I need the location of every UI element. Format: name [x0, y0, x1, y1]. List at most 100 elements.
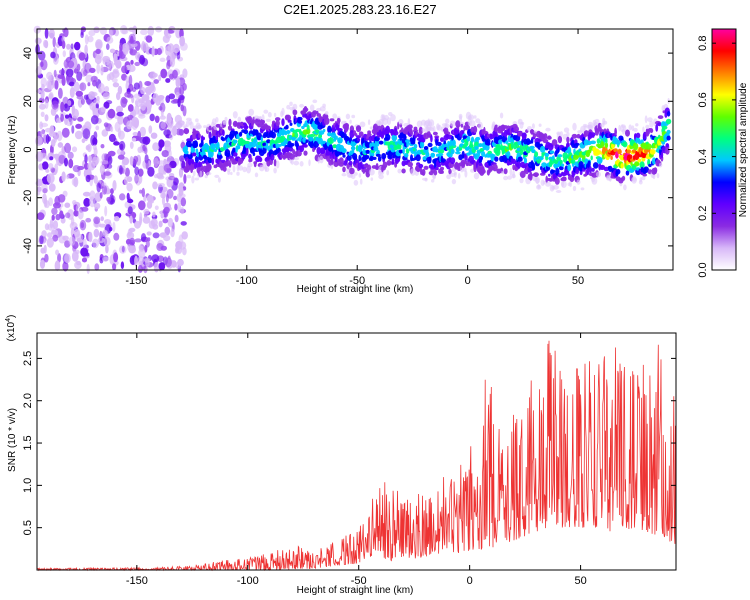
noise-blob [99, 26, 107, 35]
ridge-blob [345, 113, 351, 120]
ridge-blob [342, 166, 346, 173]
noise-blob [44, 40, 49, 49]
noise-blob [120, 261, 125, 270]
ridge-blob [254, 129, 259, 135]
ridge-blob [354, 172, 358, 176]
noise-blob [113, 216, 120, 222]
ridge-blob [425, 152, 430, 158]
ridge-blob [586, 167, 590, 176]
ridge-peak [434, 148, 440, 153]
noise-blob [52, 234, 59, 242]
ridge-blob [519, 144, 524, 151]
noise-blob [163, 29, 169, 37]
ridge-blob [532, 133, 537, 138]
ridge-blob [309, 133, 316, 138]
ridge-blob [563, 127, 570, 133]
ridge-blob [281, 107, 285, 116]
ridge-blob [294, 132, 299, 139]
noise-blob [84, 154, 88, 164]
ridge-blob [242, 166, 247, 173]
ridge-blob [192, 170, 196, 177]
ridge-blob [634, 162, 640, 167]
noise-blob [100, 160, 109, 165]
ridge-blob [665, 118, 672, 125]
noise-blob [119, 165, 123, 175]
ridge-blob [230, 171, 233, 176]
ridge-blob [503, 168, 508, 175]
noise-blob [47, 81, 52, 90]
ridge-blob [285, 114, 291, 121]
noise-blob [148, 220, 156, 229]
ridge-blob [292, 109, 298, 116]
ridge-blob [303, 150, 308, 156]
noise-blob [112, 82, 120, 88]
noise-blob [180, 197, 187, 207]
noise-blob [92, 238, 99, 249]
ridge-blob [615, 139, 621, 146]
ridge-blob [505, 140, 509, 145]
ridge-blob [657, 115, 664, 119]
noise-blob [67, 100, 72, 106]
ridge-blob [197, 124, 202, 129]
ridge-blob [433, 169, 438, 176]
ridge-blob [658, 162, 663, 168]
ridge-blob [580, 187, 585, 191]
snr-axes: -150 -100 -50 0 50 0.5 1.0 1.5 2.0 2.5 [22, 333, 676, 587]
ridge-blob [385, 125, 391, 134]
ridge-blob [451, 139, 456, 147]
ridge-blob [637, 158, 642, 163]
ridge-blob [648, 163, 652, 168]
x-tick-label: -150 [126, 575, 148, 587]
ridge-blob [439, 166, 445, 171]
ridge-blob [521, 132, 527, 139]
ridge-blob [464, 153, 468, 161]
noise-blob [39, 235, 44, 245]
spectrogram-panel: -150 -100 -50 0 50 -40 -20 0 20 40 Height of stra… [7, 25, 674, 295]
noise-blob [62, 50, 66, 58]
ridge-blob [208, 131, 212, 140]
ridge-blob [448, 168, 452, 175]
noise-blob [117, 154, 125, 160]
ridge-blob [553, 184, 559, 190]
noise-blob [67, 74, 72, 80]
colorbar-scale [711, 28, 737, 271]
ridge-blob [618, 124, 621, 132]
ridge-peak [184, 150, 189, 155]
noise-blob [44, 253, 49, 263]
noise-blob [152, 211, 156, 218]
noise-blob [88, 91, 96, 100]
noise-blob [170, 228, 175, 238]
noise-blob [147, 25, 155, 37]
ridge-blob [210, 144, 216, 150]
noise-blob [36, 212, 45, 221]
snr-multiplier: (x104) [5, 315, 17, 342]
noise-blob [154, 205, 159, 211]
noise-blob [157, 182, 165, 188]
noise-blob [101, 129, 109, 137]
noise-blob [168, 93, 176, 100]
noise-blob [158, 139, 165, 148]
noise-blob [140, 29, 148, 36]
ridge-blob [334, 135, 338, 140]
noise-blob [127, 104, 134, 112]
noise-blob [70, 217, 75, 226]
ridge-blob [546, 136, 552, 140]
ridge-blob [401, 168, 406, 174]
noise-blob [157, 175, 165, 180]
ridge-blob [305, 139, 309, 144]
ridge-blob [616, 168, 621, 175]
ridge-blob [205, 163, 212, 172]
noise-blob [81, 138, 86, 144]
noise-blob [100, 64, 104, 76]
noise-blob [168, 175, 176, 181]
ridge-blob [534, 151, 539, 158]
noise-blob [53, 103, 59, 108]
ridge-blob [635, 123, 639, 127]
noise-blob [124, 91, 132, 98]
noise-blob [49, 156, 54, 161]
ridge-blob [551, 139, 558, 146]
ridge-blob [328, 146, 334, 152]
ridge-blob [598, 150, 602, 155]
noise-blob [100, 144, 105, 149]
noise-blob [113, 232, 120, 241]
